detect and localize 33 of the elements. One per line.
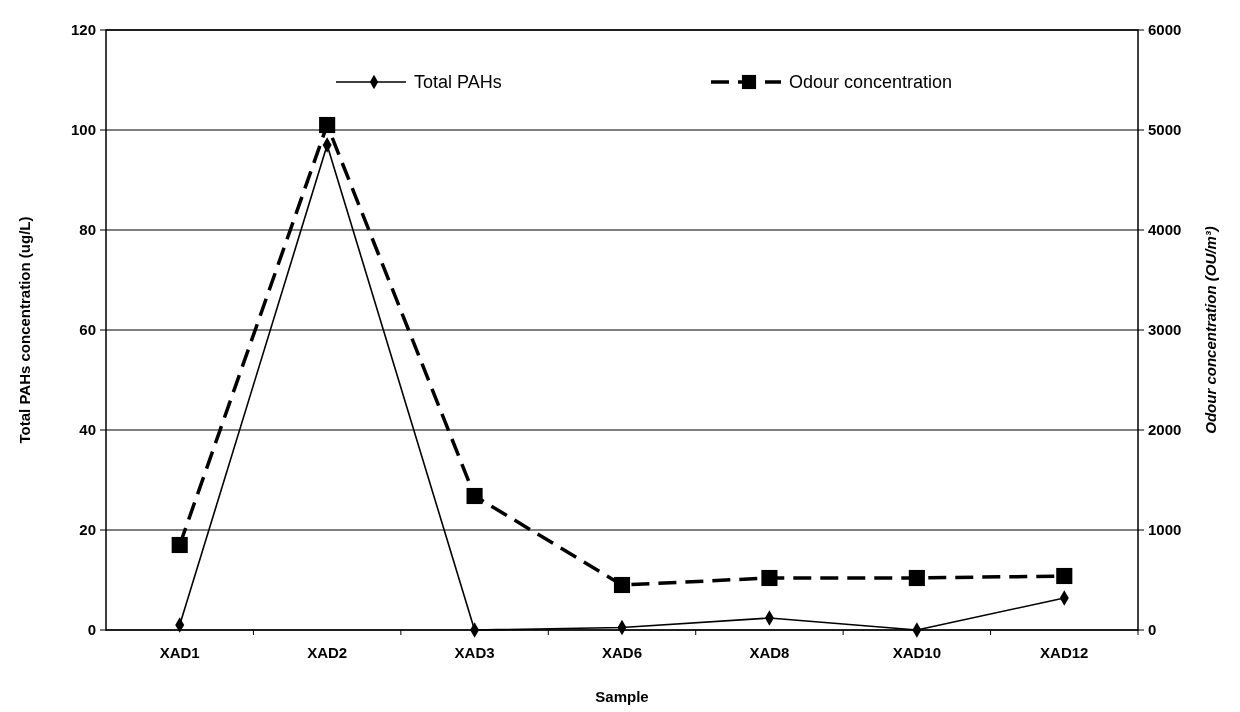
point — [761, 569, 778, 587]
y2-tick-label: 2000 — [1148, 421, 1182, 439]
x-tick-label: XAD1 — [159, 644, 200, 661]
y2-tick-label: 6000 — [1148, 21, 1182, 39]
y-tick-label: 100 — [70, 121, 96, 139]
y2-tick-label: 5000 — [1148, 121, 1182, 139]
y-tick-label: 20 — [79, 521, 96, 539]
x-tick-label: XAD6 — [601, 644, 643, 661]
legend-label: Total PAHs — [414, 72, 502, 93]
point — [466, 487, 483, 505]
y-tick-label: 80 — [79, 221, 96, 239]
x-tick-label: XAD10 — [892, 644, 942, 661]
legend-label: Odour concentration — [789, 72, 953, 93]
x-axis-title: Sample — [595, 688, 649, 705]
point — [613, 576, 631, 594]
y-tick-label: 0 — [87, 621, 96, 639]
y-tick-label: 60 — [79, 321, 96, 339]
point — [908, 569, 925, 587]
point — [171, 536, 188, 554]
x-tick-label: XAD12 — [1040, 644, 1089, 661]
x-tick-label: XAD3 — [454, 644, 495, 661]
y-tick-label: 40 — [79, 421, 96, 439]
y2-tick-label: 0 — [1148, 621, 1157, 639]
y2-tick-label: 3000 — [1148, 321, 1182, 339]
y2-axis-title: Odour concentration (OU/m³) — [1202, 226, 1219, 434]
point — [1056, 567, 1073, 585]
y2-tick-label: 1000 — [1148, 521, 1182, 539]
y-tick-label: 120 — [70, 21, 96, 39]
y-axis-title: Total PAHs concentration (ug/L) — [16, 216, 33, 444]
x-tick-label: XAD8 — [749, 644, 790, 661]
y2-tick-label: 4000 — [1148, 221, 1182, 239]
point — [319, 116, 336, 134]
x-tick-label: XAD2 — [307, 644, 348, 661]
